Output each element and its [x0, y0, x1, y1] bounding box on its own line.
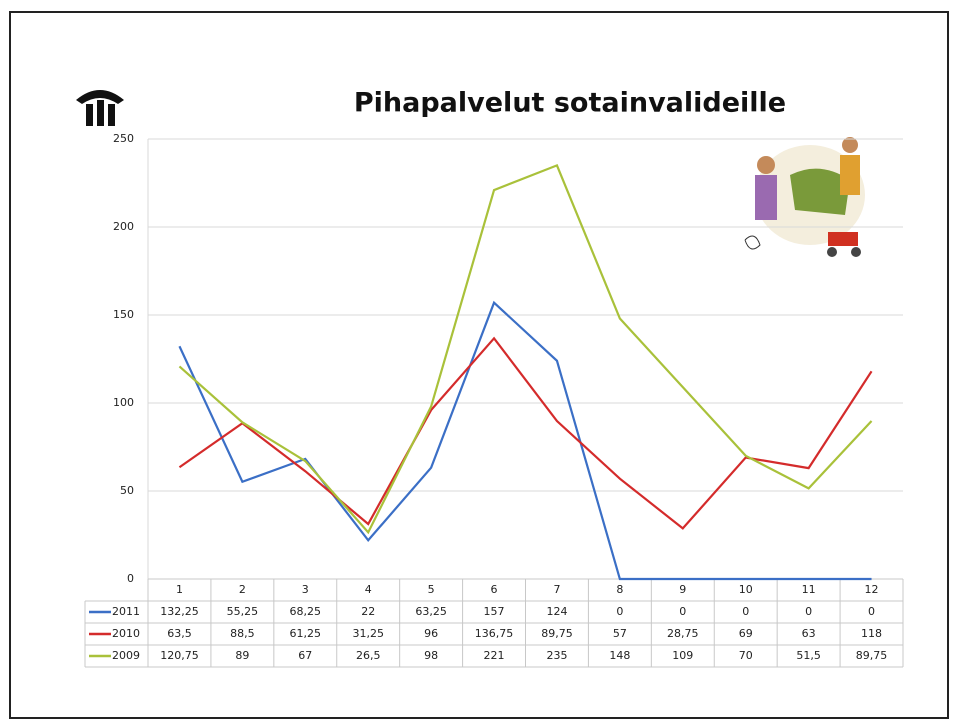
x-tick-label: 3	[302, 583, 309, 596]
table-value: 31,25	[352, 627, 384, 640]
table-value: 67	[298, 649, 312, 662]
x-tick-label: 11	[802, 583, 816, 596]
table-value: 51,5	[796, 649, 821, 662]
table-value: 26,5	[356, 649, 381, 662]
x-tick-label: 4	[365, 583, 372, 596]
table-value: 148	[609, 649, 630, 662]
table-value: 235	[546, 649, 567, 662]
table-value: 61,25	[290, 627, 322, 640]
y-tick-label: 100	[113, 396, 134, 409]
table-value: 120,75	[160, 649, 199, 662]
table-value: 0	[868, 605, 875, 618]
y-tick-label: 150	[113, 308, 134, 321]
table-value: 89	[235, 649, 249, 662]
table-value: 69	[739, 627, 753, 640]
x-tick-label: 12	[865, 583, 879, 596]
y-tick-label: 250	[113, 132, 134, 145]
table-value: 118	[861, 627, 882, 640]
slide: Pihapalvelut sotainvalideille 0501001502…	[0, 0, 961, 723]
legend-label: 2009	[112, 649, 140, 662]
table-value: 63	[802, 627, 816, 640]
table-value: 55,25	[227, 605, 259, 618]
table-value: 157	[484, 605, 505, 618]
y-tick-label: 50	[120, 484, 134, 497]
x-tick-label: 9	[679, 583, 686, 596]
legend-label: 2010	[112, 627, 140, 640]
table-value: 0	[805, 605, 812, 618]
table-value: 96	[424, 627, 438, 640]
table-value: 28,75	[667, 627, 699, 640]
table-value: 22	[361, 605, 375, 618]
table-value: 136,75	[475, 627, 514, 640]
table-value: 0	[679, 605, 686, 618]
x-tick-label: 7	[553, 583, 560, 596]
x-tick-label: 1	[176, 583, 183, 596]
y-tick-label: 0	[127, 572, 134, 585]
x-tick-label: 5	[428, 583, 435, 596]
table-value: 70	[739, 649, 753, 662]
x-tick-label: 10	[739, 583, 753, 596]
table-value: 132,25	[160, 605, 199, 618]
x-tick-label: 2	[239, 583, 246, 596]
table-value: 63,5	[167, 627, 192, 640]
x-tick-label: 6	[491, 583, 498, 596]
table-value: 68,25	[290, 605, 322, 618]
table-value: 221	[484, 649, 505, 662]
table-value: 109	[672, 649, 693, 662]
table-value: 89,75	[541, 627, 573, 640]
table-value: 0	[742, 605, 749, 618]
table-value: 57	[613, 627, 627, 640]
chart-title: Pihapalvelut sotainvalideille	[354, 88, 786, 119]
table-value: 0	[616, 605, 623, 618]
x-tick-label: 8	[616, 583, 623, 596]
table-value: 63,25	[415, 605, 447, 618]
table-value: 124	[546, 605, 567, 618]
legend-label: 2011	[112, 605, 140, 618]
table-value: 98	[424, 649, 438, 662]
y-tick-label: 200	[113, 220, 134, 233]
table-value: 89,75	[856, 649, 888, 662]
table-value: 88,5	[230, 627, 255, 640]
